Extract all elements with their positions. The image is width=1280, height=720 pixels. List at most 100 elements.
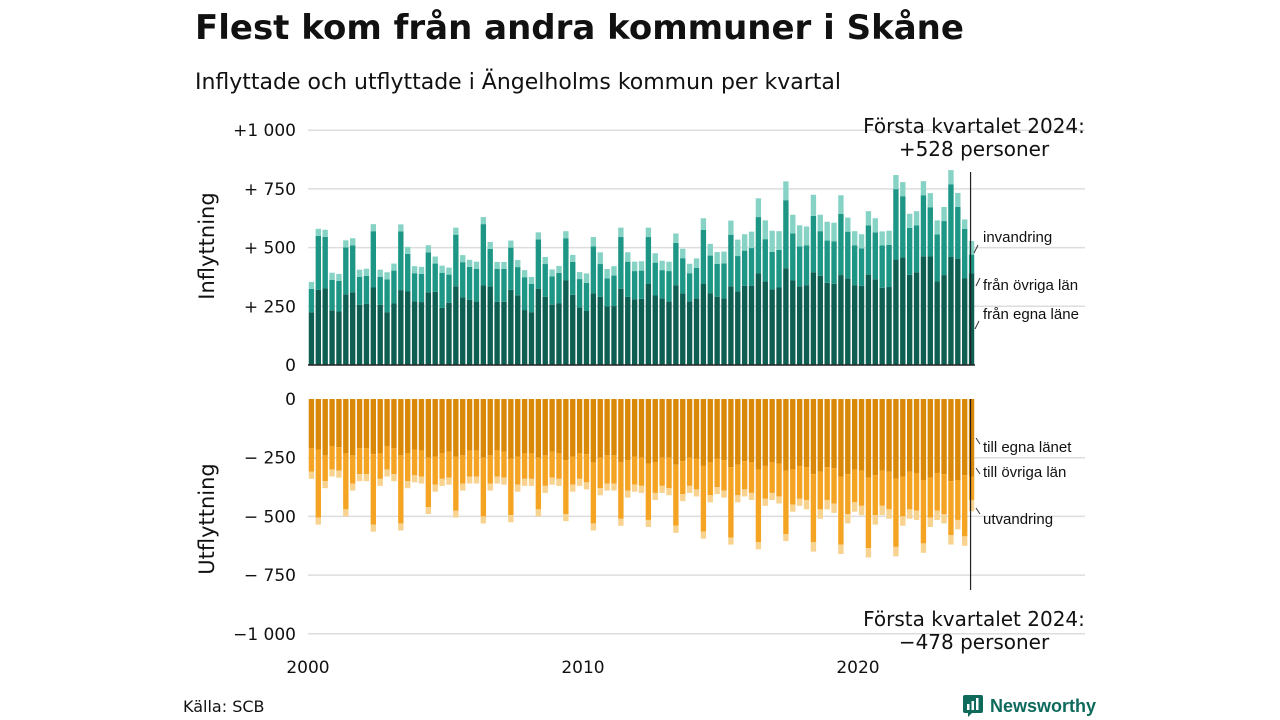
bar-inflow [549, 276, 555, 305]
bar-inflow [618, 288, 624, 365]
bar-outflow [329, 469, 335, 477]
bar-inflow [487, 286, 493, 365]
series-leader-top [974, 320, 980, 330]
bar-inflow [542, 296, 548, 365]
bar-inflow [865, 274, 872, 365]
bar-outflow [411, 399, 418, 450]
bar-inflow [879, 287, 885, 365]
bar-inflow [872, 232, 878, 280]
bar-inflow [645, 237, 652, 284]
bar-inflow [831, 222, 837, 242]
bar-inflow [721, 251, 727, 264]
bar-inflow [645, 283, 652, 365]
bar-inflow [838, 275, 844, 365]
bar-outflow [673, 399, 679, 465]
bar-outflow [515, 399, 521, 457]
bar-outflow [673, 464, 679, 526]
bar-outflow [439, 399, 445, 454]
bar-outflow [563, 460, 569, 515]
bar-inflow [556, 272, 562, 304]
bar-outflow [886, 399, 892, 472]
bar-outflow [336, 399, 342, 448]
bar-outflow [343, 453, 349, 510]
bar-inflow [590, 246, 597, 294]
bar-inflow [714, 252, 720, 264]
bar-outflow [638, 457, 645, 486]
bar-inflow [501, 261, 507, 269]
bar-inflow [631, 271, 638, 300]
bar-outflow [680, 494, 686, 502]
bar-inflow [776, 231, 782, 250]
bar-inflow [377, 269, 383, 277]
bar-inflow [480, 217, 487, 225]
x-tick-label: 2000 [286, 658, 329, 678]
bar-inflow [315, 228, 321, 236]
bar-inflow [824, 221, 830, 241]
bar-outflow [583, 482, 590, 490]
bar-inflow [473, 261, 480, 269]
bar-inflow [796, 246, 803, 287]
bar-outflow [425, 399, 432, 458]
bar-inflow [625, 252, 631, 262]
bar-inflow [858, 248, 865, 286]
bar-outflow [453, 399, 459, 457]
source-note: Källa: SCB [183, 697, 265, 716]
bar-outflow [845, 474, 851, 515]
bar-inflow [659, 298, 665, 365]
bar-inflow [466, 266, 473, 300]
bar-inflow [384, 279, 390, 313]
y-tick-label-bottom: 0 [285, 390, 296, 410]
bar-outflow [796, 399, 803, 466]
bar-outflow [948, 399, 954, 482]
bar-outflow [927, 517, 933, 527]
bar-outflow [810, 399, 817, 475]
bar-inflow [377, 276, 383, 305]
bar-outflow [645, 519, 652, 527]
bar-outflow [748, 462, 755, 493]
bar-inflow [962, 228, 968, 279]
bar-outflow [343, 399, 349, 454]
bar-inflow [308, 288, 315, 313]
bar-inflow [329, 310, 335, 365]
bar-outflow [590, 523, 597, 531]
bar-outflow [755, 399, 762, 470]
bar-outflow [886, 471, 892, 510]
bar-outflow [968, 499, 975, 512]
bar-outflow [941, 399, 947, 475]
bar-outflow [425, 457, 432, 508]
bar-outflow [906, 509, 913, 519]
bar-inflow [411, 273, 418, 302]
bar-inflow [810, 272, 817, 365]
bar-inflow [693, 267, 700, 299]
bar-outflow [659, 457, 665, 486]
bar-outflow [521, 453, 528, 479]
bar-inflow [803, 245, 810, 286]
bar-inflow [439, 272, 445, 308]
bar-outflow [900, 476, 906, 517]
newsworthy-logo-icon [963, 695, 983, 717]
bar-outflow [817, 509, 823, 519]
bar-inflow [631, 299, 638, 365]
bar-outflow [391, 474, 397, 482]
bar-outflow [762, 465, 768, 499]
bar-outflow [466, 476, 473, 484]
bar-outflow [762, 399, 768, 466]
bar-outflow [329, 399, 335, 446]
bar-inflow [329, 279, 335, 311]
bar-inflow [824, 240, 830, 283]
bar-inflow [611, 306, 617, 365]
bar-inflow [927, 207, 933, 257]
bar-outflow [934, 510, 940, 520]
bar-outflow [728, 467, 734, 538]
bar-outflow [735, 464, 741, 496]
bar-outflow [528, 453, 535, 479]
bar-outflow [501, 399, 507, 452]
bar-outflow [350, 455, 356, 484]
bar-outflow [590, 462, 597, 524]
bar-outflow [741, 489, 748, 497]
bar-outflow [432, 399, 438, 457]
bar-inflow [803, 285, 810, 365]
bar-outflow [487, 455, 493, 484]
bar-outflow [838, 544, 844, 554]
bar-inflow [604, 306, 610, 365]
